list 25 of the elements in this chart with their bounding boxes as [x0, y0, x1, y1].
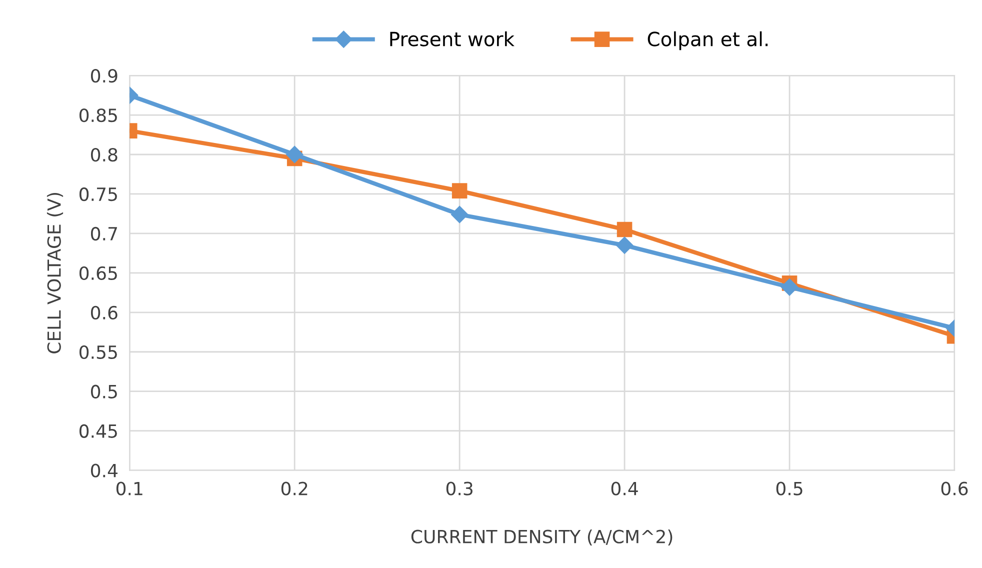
x-tick-label: 0.4 [611, 482, 638, 496]
legend-label: Colpan et al. [648, 31, 768, 50]
y-tick-label: 0.6 [90, 306, 118, 320]
x-tick-label: 0.1 [116, 482, 142, 496]
point [451, 206, 468, 224]
y-tick-label: 0.65 [80, 266, 117, 280]
x-tick-label: 0.2 [281, 482, 308, 496]
y-tick-label: 0.9 [90, 69, 118, 83]
legend-label: Present work [390, 31, 514, 46]
y-tick-label: 0.85 [80, 108, 117, 122]
x-axis-title: CURRENT DENSITY (A/CM^2) [411, 529, 672, 546]
y-tick-label: 0.75 [80, 187, 117, 202]
y-tick-label: 0.5 [90, 384, 117, 398]
y-axis-title: CELL VOLTAGE (V) [46, 193, 64, 354]
y-tick-label: 0.4 [90, 464, 118, 478]
y-tick-label: 0.45 [80, 424, 117, 438]
x-tick-label: 0.6 [941, 482, 968, 496]
point [452, 183, 468, 198]
y-tick-label: 0.7 [90, 226, 117, 241]
point [616, 236, 634, 254]
x-tick-label: 0.5 [776, 482, 802, 496]
x-tick-label: 0.3 [446, 482, 472, 496]
y-tick-label: 0.55 [80, 345, 117, 359]
point [616, 222, 632, 238]
y-tick-label: 0.8 [90, 148, 118, 162]
